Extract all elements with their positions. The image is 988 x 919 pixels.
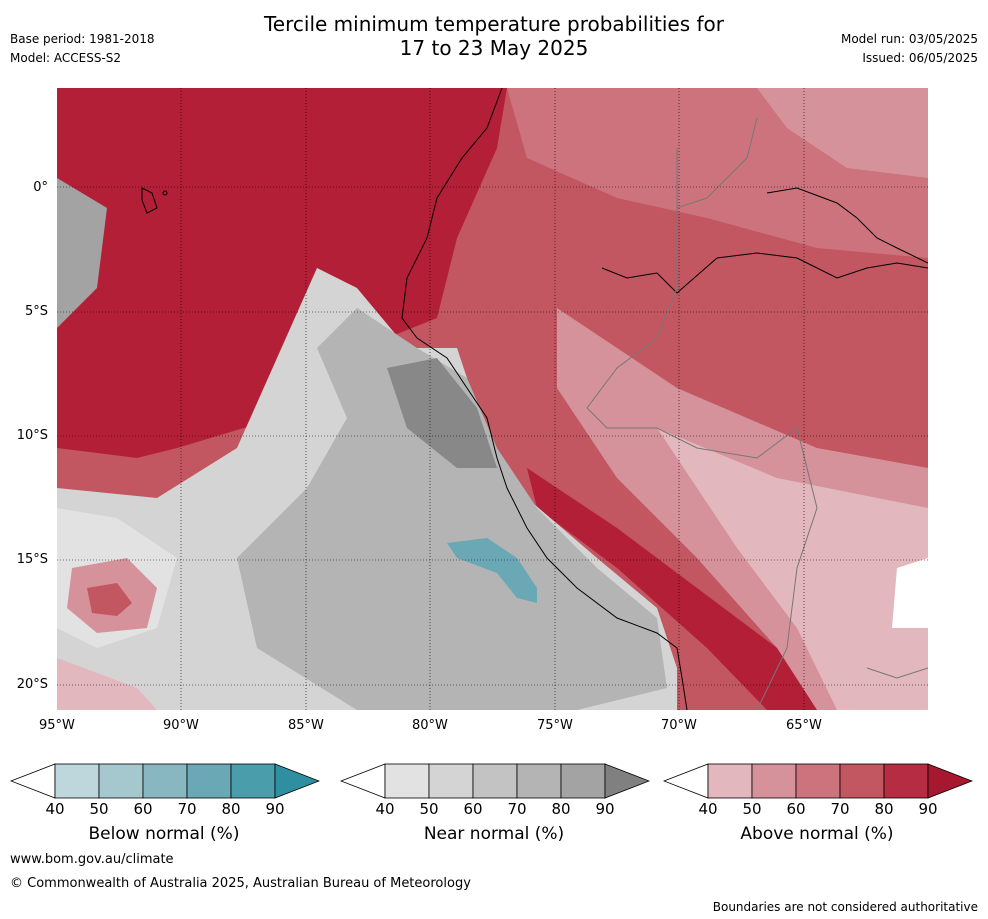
boundary-disclaimer: Boundaries are not considered authoritat…: [712, 900, 978, 914]
colorbar-segment: [472, 763, 518, 799]
colorbar-segment: [839, 763, 885, 799]
colorbar-tick-label: 80: [221, 800, 241, 818]
colorbar-tick-label: 70: [507, 800, 527, 818]
border-north: [676, 117, 758, 209]
title-line-1: Tercile minimum temperature probabilitie…: [263, 12, 725, 36]
region-above-90: [57, 88, 507, 458]
lon-label-90w: 90°W: [163, 718, 199, 733]
colorbar-extend-low: [340, 763, 386, 799]
colorbar-extend-low: [10, 763, 56, 799]
colorbar-segment: [428, 763, 474, 799]
galapagos-islands: [141, 187, 158, 214]
base-period: Base period: 1981-2018: [10, 32, 155, 46]
colorbar-tick-label: 90: [265, 800, 285, 818]
lat-label-10s: 10°S: [16, 428, 48, 443]
colorbar-segment: [795, 763, 841, 799]
region-above-90-coast: [527, 468, 817, 710]
colorbar-tick-label: 90: [595, 800, 615, 818]
colorbar-segment: [707, 763, 753, 799]
region-above-60-ne: [757, 88, 928, 178]
issued-date: Issued: 06/05/2025: [862, 51, 978, 65]
region-below-40-se: [892, 558, 928, 628]
region-near-90: [387, 358, 497, 468]
colorbar-title: Near normal (%): [423, 824, 565, 844]
colorbar-3: [663, 763, 973, 799]
colorbar-tick-label: 90: [918, 800, 938, 818]
map-title: Tercile minimum temperature probabilitie…: [0, 12, 988, 60]
region-above-sw-core: [87, 583, 132, 616]
title-line-2: 17 to 23 May 2025: [399, 36, 589, 60]
country-borders: [586, 148, 818, 710]
lon-label-75w: 75°W: [537, 718, 573, 733]
colorbar-title: Below normal (%): [88, 824, 240, 844]
colorbar-title: Above normal (%): [740, 824, 894, 844]
colorbar-segment: [560, 763, 606, 799]
colorbar-extend-high: [274, 763, 320, 799]
graticule: [57, 88, 928, 710]
map-canvas: [57, 88, 928, 710]
website-link[interactable]: www.bom.gov.au/climate: [10, 852, 174, 867]
colorbar-extend-high: [604, 763, 650, 799]
colorbar-tick-label: 60: [133, 800, 153, 818]
coastline: [401, 88, 688, 710]
lat-label-5s: 5°S: [24, 304, 48, 319]
model-run: Model run: 03/05/2025: [840, 32, 978, 46]
probability-map: [57, 88, 928, 710]
colorbar-tick-label: 50: [742, 800, 762, 818]
colorbar-segment: [384, 763, 430, 799]
lon-label-70w: 70°W: [661, 718, 697, 733]
colorbar-segment: [98, 763, 144, 799]
colorbar-tick-label: 70: [177, 800, 197, 818]
colorbar-segment: [883, 763, 929, 799]
colorbar-tick-label: 40: [375, 800, 395, 818]
colorbar-segment: [54, 763, 100, 799]
colorbar-extend-high: [927, 763, 973, 799]
region-above-50-se: [657, 428, 928, 710]
colorbar-1: [10, 763, 320, 799]
colorbar-tick-label: 60: [786, 800, 806, 818]
colorbar-tick-label: 40: [698, 800, 718, 818]
colorbar-segment: [230, 763, 276, 799]
colorbar-tick-label: 70: [830, 800, 850, 818]
colorbar-tick-label: 60: [463, 800, 483, 818]
border-se: [866, 667, 928, 679]
lon-label-95w: 95°W: [39, 718, 75, 733]
lon-label-65w: 65°W: [786, 718, 822, 733]
lat-label-20s: 20°S: [16, 677, 48, 692]
model-name: Model: ACCESS-S2: [10, 51, 122, 65]
colorbar-tick-label: 50: [419, 800, 439, 818]
lon-label-85w: 85°W: [288, 718, 324, 733]
colorbar-extend-low: [663, 763, 709, 799]
river-north: [766, 187, 928, 264]
colorbar-segment: [142, 763, 188, 799]
galapagos-islet: [162, 190, 168, 196]
lat-label-15s: 15°S: [16, 552, 48, 567]
copyright-notice: © Commonwealth of Australia 2025, Austra…: [10, 876, 471, 891]
region-near-west: [57, 178, 107, 328]
amazon-river: [601, 252, 928, 294]
lat-label-0: 0°: [33, 180, 48, 195]
colorbar-tick-label: 50: [89, 800, 109, 818]
colorbar-segment: [751, 763, 797, 799]
region-below-normal: [447, 538, 537, 603]
colorbar-segment: [516, 763, 562, 799]
colorbar-segment: [186, 763, 232, 799]
lon-label-80w: 80°W: [412, 718, 448, 733]
colorbar-tick-label: 80: [874, 800, 894, 818]
colorbar-2: [340, 763, 650, 799]
region-near-70: [237, 308, 667, 710]
colorbar-tick-label: 80: [551, 800, 571, 818]
colorbar-tick-label: 40: [45, 800, 65, 818]
region-above-50-sw: [57, 658, 157, 710]
